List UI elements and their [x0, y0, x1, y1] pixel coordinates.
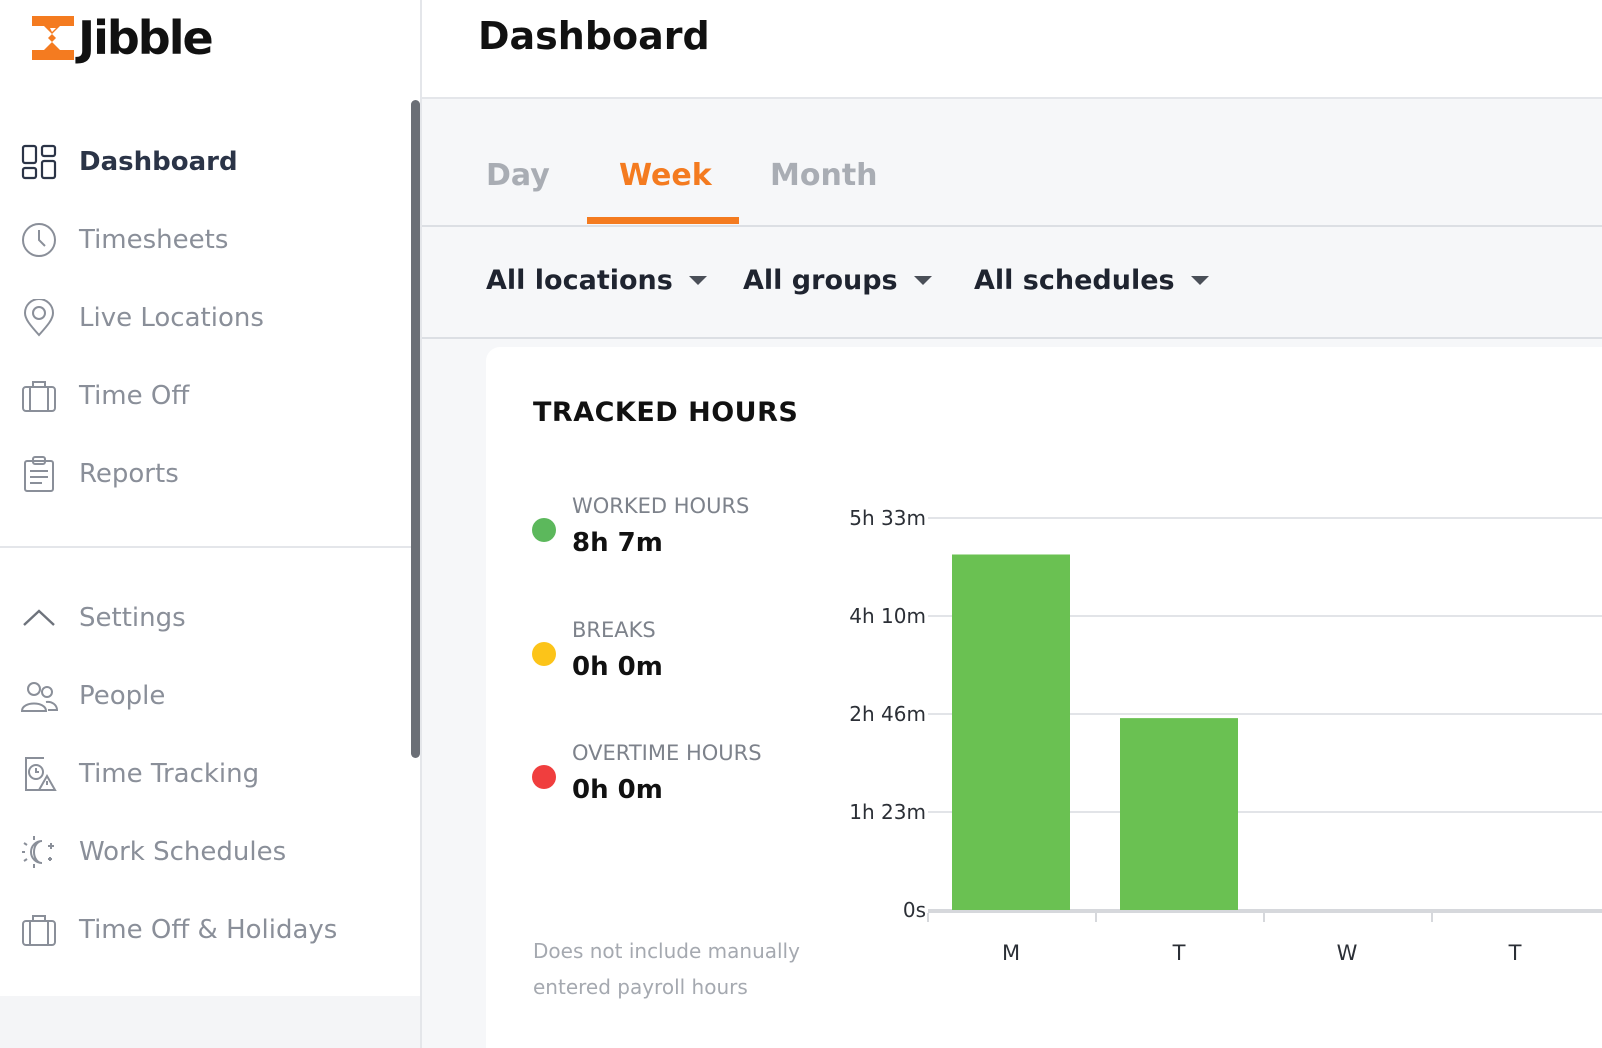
sidebar-footer: [0, 996, 420, 1048]
time-tracking-icon: [20, 755, 58, 793]
caret-down-icon: [1190, 276, 1209, 285]
sidebar-divider: [0, 546, 412, 548]
sidebar-item-work-schedules[interactable]: Work Schedules: [0, 820, 410, 884]
sidebar: Jibble Dashboard Timesheets Live Locatio…: [0, 0, 422, 1048]
sidebar-item-live-locations[interactable]: Live Locations: [0, 286, 410, 350]
y-tick-label: 1h 23m: [849, 800, 926, 824]
page-title: Dashboard: [478, 14, 710, 58]
chevron-up-icon: [20, 599, 58, 637]
sidebar-item-settings[interactable]: Settings: [0, 586, 410, 650]
y-tick-label: 0s: [903, 898, 926, 922]
sidebar-item-label: Reports: [79, 459, 179, 489]
filter-label: All groups: [743, 265, 898, 296]
sidebar-item-label: Timesheets: [79, 225, 229, 255]
stat-label: OVERTIME HOURS: [572, 741, 762, 765]
location-pin-icon: [20, 299, 58, 337]
stat-value: 0h 0m: [572, 775, 663, 805]
y-tick-label: 5h 33m: [849, 506, 926, 530]
sidebar-item-label: People: [79, 681, 166, 711]
bar: [952, 554, 1070, 910]
tab-week[interactable]: Week: [619, 158, 712, 193]
x-tick-label: M: [1002, 941, 1020, 965]
dashboard-icon: [20, 143, 58, 181]
sidebar-item-timesheets[interactable]: Timesheets: [0, 208, 410, 272]
clipboard-icon: [20, 455, 58, 493]
sidebar-item-time-off-holidays[interactable]: Time Off & Holidays: [0, 898, 410, 962]
caret-down-icon: [688, 276, 707, 285]
stat-label: WORKED HOURS: [572, 494, 750, 518]
breaks-legend-dot: [532, 642, 556, 666]
schedules-filter-dropdown[interactable]: All schedules: [974, 265, 1209, 296]
locations-filter-dropdown[interactable]: All locations: [486, 265, 707, 296]
x-tick-label: W: [1337, 941, 1358, 965]
x-tick-label: T: [1508, 941, 1522, 965]
jibble-logo[interactable]: Jibble: [30, 11, 214, 65]
groups-filter-dropdown[interactable]: All groups: [743, 265, 932, 296]
sidebar-item-label: Dashboard: [79, 147, 238, 177]
sidebar-item-label: Time Off & Holidays: [79, 915, 338, 945]
sidebar-scrollbar[interactable]: [411, 100, 420, 758]
bar: [1120, 718, 1238, 910]
stat-value: 0h 0m: [572, 652, 663, 682]
worked-hours-legend-dot: [532, 518, 556, 542]
caret-down-icon: [913, 276, 932, 285]
logo-text: Jibble: [78, 11, 214, 65]
chart-svg: 0s 1h 23m 2h 46m 4h 10m 5h 33m M T W T: [849, 506, 1602, 965]
sidebar-item-time-off[interactable]: Time Off: [0, 364, 410, 428]
tab-day[interactable]: Day: [486, 158, 550, 193]
sidebar-item-dashboard[interactable]: Dashboard: [0, 130, 410, 194]
y-tick-label: 4h 10m: [849, 604, 926, 628]
people-icon: [20, 677, 58, 715]
y-tick-label: 2h 46m: [849, 702, 926, 726]
clock-icon: [20, 221, 58, 259]
active-tab-indicator: [587, 217, 739, 224]
jibble-logo-icon: [32, 16, 74, 60]
payroll-note: Does not include manually entered payrol…: [533, 939, 800, 999]
sidebar-item-time-tracking[interactable]: Time Tracking: [0, 742, 410, 806]
suitcase-icon: [20, 377, 58, 415]
filter-label: All schedules: [974, 265, 1175, 296]
overtime-legend-dot: [532, 765, 556, 789]
filter-label: All locations: [486, 265, 673, 296]
sidebar-item-label: Live Locations: [79, 303, 264, 333]
tracked-hours-chart: 0s 1h 23m 2h 46m 4h 10m 5h 33m M T W T: [820, 490, 1602, 970]
sidebar-item-label: Time Tracking: [79, 759, 260, 789]
stat-value: 8h 7m: [572, 528, 663, 558]
card-title: TRACKED HOURS: [533, 397, 799, 428]
tab-month[interactable]: Month: [770, 158, 878, 193]
sidebar-item-label: Settings: [79, 603, 186, 633]
sidebar-item-label: Time Off: [79, 381, 190, 411]
sidebar-item-reports[interactable]: Reports: [0, 442, 410, 506]
sidebar-item-label: Work Schedules: [79, 837, 287, 867]
x-tick-label: T: [1172, 941, 1186, 965]
sidebar-item-people[interactable]: People: [0, 664, 410, 728]
top-bar: Dashboard: [422, 0, 1602, 99]
filter-bar: All locations All groups All schedules: [422, 227, 1602, 339]
work-schedules-icon: [20, 833, 58, 871]
suitcase-icon: [20, 911, 58, 949]
period-tabs: Day Week Month: [422, 100, 1602, 227]
stat-label: BREAKS: [572, 618, 656, 642]
